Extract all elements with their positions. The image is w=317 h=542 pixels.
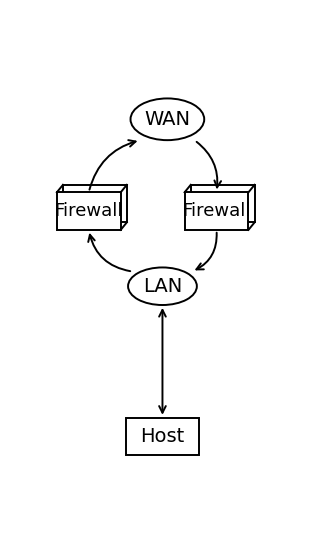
Text: WAN: WAN xyxy=(144,110,191,129)
Text: LAN: LAN xyxy=(143,277,182,296)
Text: Host: Host xyxy=(140,427,184,446)
Ellipse shape xyxy=(131,99,204,140)
Text: Firewall: Firewall xyxy=(182,202,251,220)
FancyBboxPatch shape xyxy=(63,185,127,222)
FancyBboxPatch shape xyxy=(57,192,121,230)
Text: Firewall: Firewall xyxy=(55,202,123,220)
FancyBboxPatch shape xyxy=(184,192,249,230)
FancyBboxPatch shape xyxy=(191,185,255,222)
Ellipse shape xyxy=(128,267,197,305)
FancyBboxPatch shape xyxy=(126,418,199,455)
